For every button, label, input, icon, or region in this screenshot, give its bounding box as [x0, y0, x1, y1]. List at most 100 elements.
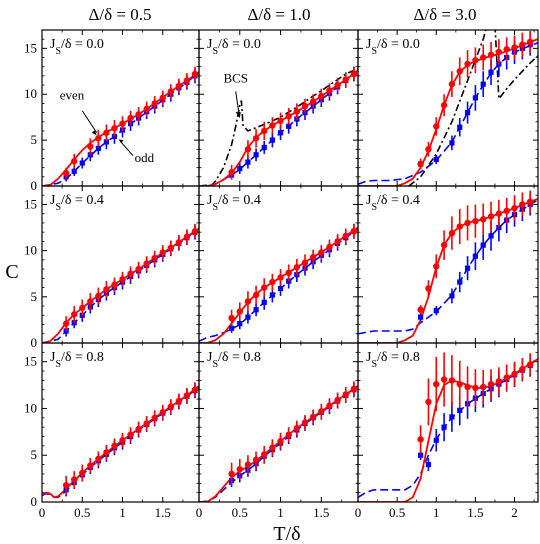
odd-line [358, 42, 538, 185]
odd-point [71, 168, 77, 174]
odd-point [95, 145, 101, 151]
odd-point [269, 137, 275, 143]
even-point [244, 461, 252, 468]
even-point [433, 380, 440, 388]
even-point [62, 169, 70, 177]
row-label: JS/δ = 0.8 [366, 350, 420, 370]
even-point [318, 92, 325, 100]
odd-point [237, 321, 243, 327]
odd-point [457, 279, 463, 285]
odd-point [245, 314, 251, 320]
column-title-0: Δ/δ = 0.5 [88, 5, 151, 24]
even-point [135, 111, 142, 118]
even-point [252, 456, 260, 464]
even-point [95, 135, 102, 142]
odd-point [253, 307, 259, 313]
odd-point [457, 124, 463, 130]
panel-0-2: JS/δ = 0.0 [357, 29, 539, 187]
even-line [358, 198, 538, 343]
even-point [334, 396, 341, 404]
panel-frame [198, 185, 359, 344]
even-point [301, 102, 309, 110]
even-point [495, 48, 503, 56]
even-point [228, 169, 235, 176]
even-point [87, 298, 94, 305]
x-tick-label: 1 [119, 505, 126, 520]
panel-plot-area [42, 382, 199, 499]
odd-point [464, 109, 471, 116]
even-point [301, 259, 309, 266]
even-point [277, 117, 284, 125]
panel-1-1: JS/δ = 0.4 [198, 185, 359, 344]
even-point [151, 100, 158, 107]
even-point [495, 210, 503, 217]
even-point [503, 46, 510, 53]
panel-1-2: JS/δ = 0.4 [357, 185, 539, 344]
even-point [127, 270, 134, 277]
even-point [261, 127, 268, 135]
panel-plot-area [358, 352, 538, 502]
even-point [95, 455, 102, 463]
even-point [111, 442, 118, 450]
odd-point [449, 414, 455, 420]
even-point [135, 265, 142, 273]
even-point [433, 123, 440, 130]
even-arrowhead [91, 130, 97, 136]
even-point [143, 420, 150, 427]
odd-point [245, 159, 251, 165]
even-point [472, 217, 479, 225]
even-point [119, 276, 126, 283]
even-point [71, 311, 78, 318]
even-point [119, 437, 126, 444]
panel-plot-area [358, 190, 538, 343]
panel-plot-area [199, 381, 358, 502]
even-point [309, 413, 317, 421]
even-point [79, 304, 86, 312]
even-point [167, 88, 175, 95]
even-point [103, 129, 110, 136]
even-point [526, 198, 534, 205]
even-point [277, 274, 284, 281]
even-point [440, 241, 448, 249]
odd-point [449, 140, 455, 146]
row-label: JS/δ = 0.4 [366, 193, 420, 213]
y-tick-label: 15 [24, 354, 37, 369]
even-point [301, 419, 309, 426]
even-annotation: even [60, 88, 85, 103]
y-tick-label: 0 [31, 335, 38, 350]
even-point [342, 232, 349, 240]
panel-0-1: JS/δ = 0.0 BCS [198, 29, 359, 187]
odd-point [449, 293, 455, 299]
x-tick-label: 2 [511, 505, 518, 520]
even-point [175, 239, 183, 246]
even-point [526, 361, 534, 368]
odd-point [433, 308, 439, 314]
even-point [191, 70, 199, 78]
panel-frame [198, 342, 359, 503]
even-point [71, 476, 78, 483]
bcs-arrow [235, 91, 240, 114]
even-point [111, 124, 118, 132]
odd-point [79, 160, 85, 166]
even-point [519, 41, 526, 48]
even-line [199, 226, 358, 343]
even-point [71, 158, 78, 165]
even-point [151, 414, 158, 422]
even-point [127, 114, 134, 122]
even-point [244, 298, 252, 305]
even-point [417, 160, 424, 168]
y-axis-label: C [5, 261, 18, 283]
odd-point [418, 314, 424, 320]
even-point [159, 409, 166, 416]
even-point [79, 469, 86, 477]
even-point [326, 243, 333, 251]
panel-plot-area [42, 223, 199, 343]
panel-plot-area [199, 66, 358, 186]
odd-point [457, 407, 463, 413]
even-point [334, 81, 341, 89]
x-axis-label: T/δ [273, 523, 300, 544]
even-point [269, 444, 276, 451]
odd-point [441, 424, 447, 430]
odd-arrow [119, 140, 134, 157]
odd-point [418, 452, 424, 458]
